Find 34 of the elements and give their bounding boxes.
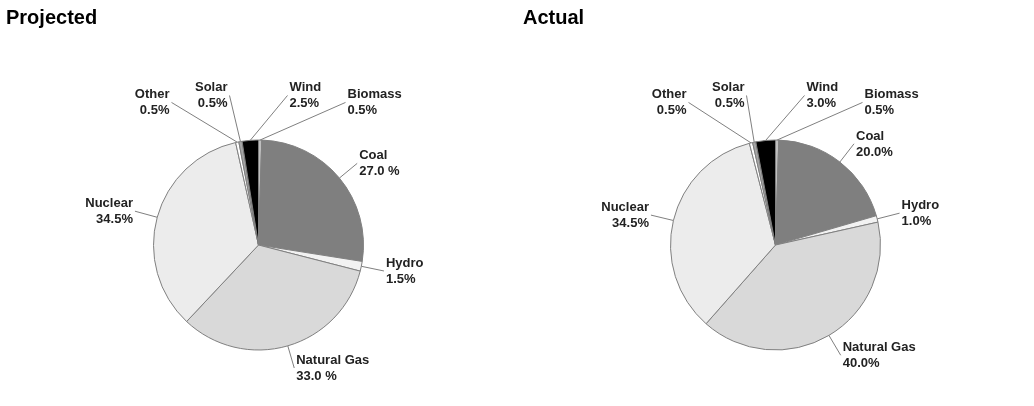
slice-label: Solar — [194, 79, 228, 95]
slice-label: Wind — [289, 79, 322, 95]
slice-label: Natural Gas — [842, 339, 916, 355]
slice-label: Hydro — [901, 197, 940, 213]
data-label: 0.5% — [656, 102, 687, 118]
data-label: 34.5% — [612, 215, 650, 231]
data-label: 20.0% — [856, 143, 894, 159]
slice-label: Wind — [806, 79, 839, 95]
slice-label: Other — [651, 86, 687, 102]
slice-label: Solar — [711, 79, 745, 95]
slice-label: Natural Gas — [296, 352, 370, 368]
slice-label: Biomass — [864, 86, 919, 102]
chart-title: Projected — [6, 6, 98, 28]
chart-title: Actual — [523, 6, 585, 28]
slice-label: Coal — [359, 147, 388, 163]
data-label: 0.5% — [139, 102, 170, 118]
data-label: 40.0% — [842, 355, 881, 371]
slice-label: Coal — [856, 127, 885, 143]
data-label: 0.5% — [864, 102, 895, 118]
data-label: 1.5% — [385, 270, 417, 286]
slice-label: Nuclear — [601, 199, 649, 215]
data-label: 3.0% — [806, 95, 837, 111]
data-label: 0.5% — [347, 102, 378, 118]
slice-label: Hydro — [385, 254, 424, 270]
slice-label: Other — [134, 86, 170, 102]
data-label: 0.5% — [197, 95, 228, 111]
data-label: 0.5% — [714, 95, 745, 111]
data-label: 1.0% — [901, 213, 932, 229]
data-label: 27.0 % — [359, 163, 401, 179]
slice-label: Nuclear — [85, 195, 133, 211]
slice-label: Biomass — [347, 86, 402, 102]
data-label: 2.5% — [289, 95, 320, 111]
data-label: 34.5% — [96, 211, 134, 227]
data-label: 33.0 % — [296, 368, 338, 384]
